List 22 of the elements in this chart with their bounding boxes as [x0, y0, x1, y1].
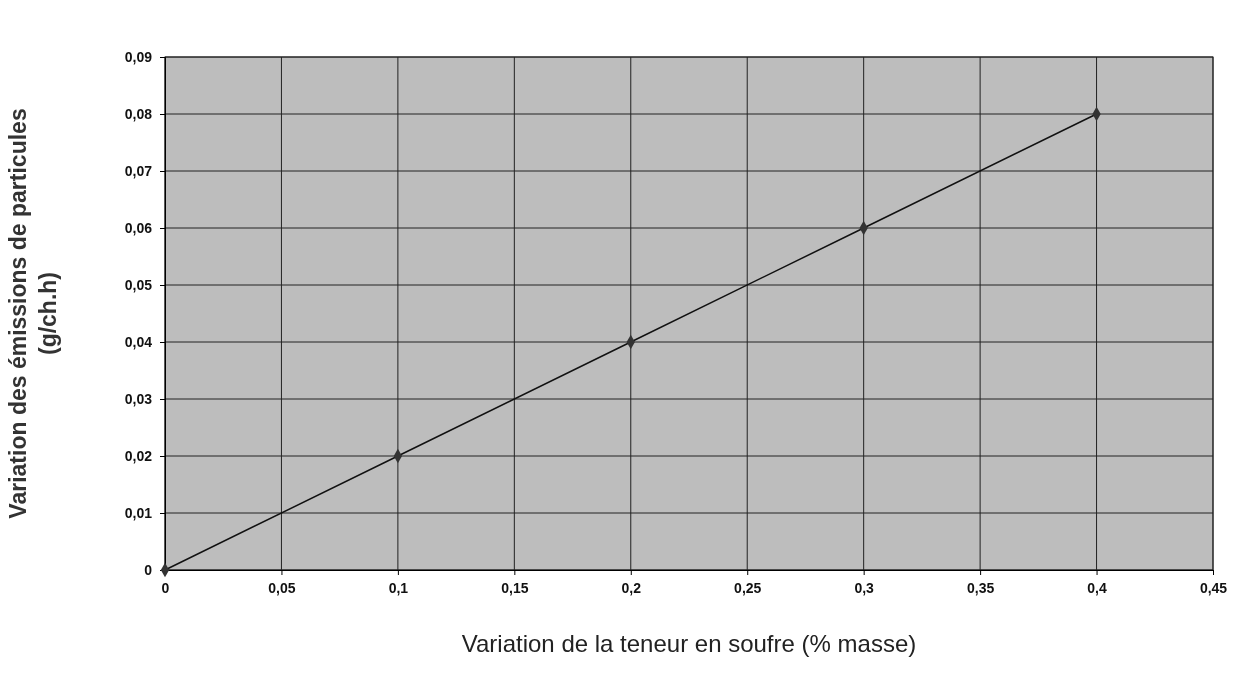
x-tick-label: 0,4	[1087, 579, 1107, 596]
y-tick-label: 0,09	[124, 48, 153, 65]
y-tick-label: 0,07	[124, 162, 153, 179]
x-tick-label: 0,2	[621, 579, 642, 596]
x-tick-label: 0,3	[854, 579, 875, 596]
y-tick-label: 0,01	[124, 504, 153, 521]
y-tick-label: 0,06	[124, 219, 153, 236]
x-tick-label: 0,05	[268, 579, 296, 596]
x-tick-label: 0,35	[966, 579, 995, 596]
x-tick-label: 0	[161, 579, 170, 596]
y-tick-label: 0,08	[124, 105, 153, 122]
x-tick-label: 0,1	[388, 579, 409, 596]
y-tick-label: 0,05	[124, 276, 153, 293]
y-tick-label: 0	[144, 561, 153, 578]
x-axis-title: Variation de la teneur en soufre (% masse)	[461, 630, 917, 657]
y-axis-title: Variation des émissions de particules (g/ch.h)	[5, 108, 61, 519]
x-tick-label: 0,25	[734, 579, 762, 596]
y-tick-label: 0,03	[124, 390, 153, 407]
x-tick-label: 0,15	[501, 579, 529, 596]
x-tick-label: 0,45	[1199, 579, 1228, 596]
y-tick-label: 0,04	[124, 333, 153, 350]
y-tick-label: 0,02	[124, 447, 153, 464]
